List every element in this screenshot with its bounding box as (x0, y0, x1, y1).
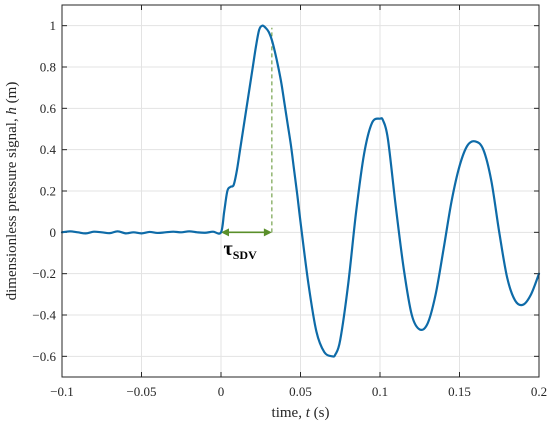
grid-layer (61, 5, 540, 377)
y-axis-title-suffix: (m) (4, 82, 20, 107)
tau-symbol: τ (224, 238, 233, 260)
x-tick-label: 0.1 (372, 384, 388, 399)
annotation-layer (221, 27, 273, 237)
y-tick-label: −0.4 (32, 308, 56, 323)
y-axis-title: dimensionless pressure signal, h (m) (4, 82, 20, 301)
y-tick-label: 0.6 (40, 101, 57, 116)
tau-arrow-head-right (263, 228, 272, 237)
tau-subscript: SDV (233, 248, 257, 262)
x-axis-title-var: t (306, 405, 311, 421)
y-tick-label: 0.2 (40, 184, 56, 199)
x-tick-label: −0.1 (50, 384, 74, 399)
y-axis-title-prefix: dimensionless pressure signal, (4, 115, 20, 301)
x-tick-label: −0.05 (126, 384, 156, 399)
y-tick-label: 0.4 (40, 142, 57, 157)
series-layer (60, 24, 541, 358)
x-tick-label: 0.2 (531, 384, 547, 399)
x-axis-title-prefix: time, (272, 405, 306, 421)
y-tick-label: 0.8 (40, 60, 56, 75)
y-tick-label: 0 (50, 225, 57, 240)
x-tick-label: 0 (218, 384, 225, 399)
y-tick-label: −0.6 (32, 349, 56, 364)
y-tick-label: −0.2 (32, 266, 56, 281)
plot-frame (61, 4, 540, 378)
tau-arrow-head-left (221, 228, 229, 237)
tau-sdv-label: τSDV (224, 238, 258, 262)
x-tick-label: 0.15 (448, 384, 471, 399)
y-tick-label: 1 (50, 18, 57, 33)
y-axis-title-var: h (4, 107, 20, 115)
x-tick-label: 0.05 (289, 384, 312, 399)
tick-labels-layer: −0.1 −0.05 0 0.05 0.1 0.15 0.2 −0.6 −0.4 −0.2 0 0.2… (32, 18, 547, 399)
x-axis-title-suffix: (s) (310, 405, 330, 421)
x-axis-title: time, t (s) (272, 405, 330, 421)
series-line (60, 24, 541, 358)
